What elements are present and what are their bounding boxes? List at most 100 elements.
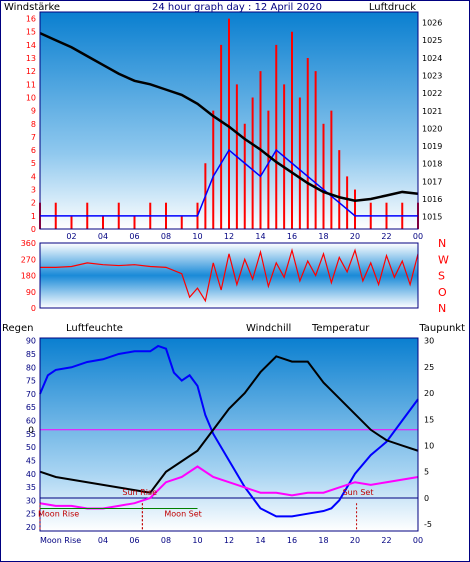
- humidity-tick-label: 60: [26, 417, 36, 426]
- pressure-tick-label: 1021: [422, 107, 442, 116]
- humidity-label: Luftfeuchte: [66, 323, 123, 334]
- pressure-tick-label: 1024: [422, 54, 442, 63]
- time-tick-label: 18: [318, 536, 328, 545]
- humidity-tick-label: 45: [26, 456, 36, 465]
- temperature-tick-label: 20: [424, 389, 434, 398]
- pressure-tick-label: 1019: [422, 142, 442, 151]
- wind-plot-border: [39, 11, 419, 230]
- event-label: Sun Set: [343, 488, 374, 497]
- time-tick-label: 02: [66, 232, 76, 241]
- chart-title: 24 hour graph day : 12 April 2020: [152, 2, 322, 13]
- direction-series-layer: [40, 247, 419, 303]
- direction-tick-label: 90: [26, 288, 36, 297]
- pressure-tick-label: 1020: [422, 124, 442, 133]
- direction-axis-ticks: 0 90 180 270 360: [21, 239, 36, 313]
- pressure-tick-label: 1025: [422, 36, 442, 45]
- wind-tick-label: 1: [31, 212, 36, 221]
- sun-moon-events: Moon Rise Sun Rise Moon Set Sun Set: [38, 488, 373, 531]
- humidity-tick-label: 70: [26, 390, 36, 399]
- humidity-tick-label: 65: [26, 403, 36, 412]
- temperature-tick-label: 10: [424, 442, 434, 451]
- time-tick-label: 10: [192, 536, 202, 545]
- temperature-tick-label: 0: [424, 494, 429, 503]
- moon-rise-axis-label: Moon Rise: [40, 536, 81, 545]
- wind-pressure-chart: Windstärke 24 hour graph day : 12 April …: [4, 2, 442, 241]
- time-tick-label: 16: [287, 536, 297, 545]
- time-tick-label: 04: [98, 232, 108, 241]
- humidity-tick-label: 80: [26, 363, 36, 372]
- temperature-tick-label: 25: [424, 363, 434, 372]
- time-tick-label: 10: [192, 232, 202, 241]
- time-tick-label: 22: [381, 232, 391, 241]
- wind-tick-label: 12: [26, 67, 36, 76]
- wind-series-layer: [39, 18, 419, 229]
- top-time-axis: 02 04 06 08 10 12 14 16 18 20 22 00: [66, 232, 423, 241]
- compass-letter: N: [438, 302, 446, 315]
- pressure-series-line: [39, 32, 419, 203]
- wind-tick-label: 11: [26, 80, 36, 89]
- humidity-series-line: [39, 344, 419, 518]
- time-tick-label: 12: [224, 536, 234, 545]
- temp-series-layer: [39, 344, 419, 518]
- humidity-tick-label: 55: [26, 430, 36, 439]
- time-tick-label: 06: [129, 232, 139, 241]
- bottom-time-axis: Moon Rise 04 06 08 10 12 14 16 18 20 22 00: [40, 536, 423, 545]
- pressure-tick-label: 1015: [422, 213, 442, 222]
- event-label: Moon Rise: [38, 509, 79, 518]
- wind-tick-label: 0: [31, 225, 36, 234]
- time-tick-label: 22: [381, 536, 391, 545]
- temperature-tick-label: 15: [424, 415, 434, 424]
- wind-tick-label: 3: [31, 186, 36, 195]
- humidity-tick-label: 50: [26, 443, 36, 452]
- direction-plot-border: [39, 242, 419, 309]
- rain-zero-label: 0: [28, 426, 34, 436]
- temp-plot-area: [40, 338, 418, 531]
- humidity-tick-label: 90: [26, 337, 36, 346]
- compass-letter: O: [438, 286, 447, 299]
- direction-series-line: [40, 247, 419, 303]
- time-tick-label: 04: [98, 536, 108, 545]
- humidity-tick-label: 40: [26, 470, 36, 479]
- time-tick-label: 08: [161, 232, 171, 241]
- wind-tick-label: 5: [31, 159, 36, 168]
- windchill-label: Windchill: [246, 323, 291, 334]
- rain-label: Regen: [2, 323, 34, 334]
- humidity-tick-label: 30: [26, 496, 36, 505]
- wind-tick-label: 16: [26, 15, 36, 24]
- direction-tick-label: 270: [21, 255, 36, 264]
- humidity-tick-label: 25: [26, 510, 36, 519]
- compass-letter: W: [438, 253, 449, 266]
- pressure-tick-label: 1016: [422, 195, 442, 204]
- time-tick-label: 16: [287, 232, 297, 241]
- wind-tick-label: 15: [26, 28, 36, 37]
- time-tick-label: 00: [413, 232, 423, 241]
- pressure-tick-label: 1023: [422, 72, 442, 81]
- temperature-label: Temperatur: [311, 323, 370, 334]
- direction-tick-label: 0: [31, 304, 36, 313]
- time-tick-label: 06: [129, 536, 139, 545]
- wind-tick-label: 6: [31, 146, 36, 155]
- humidity-tick-label: 20: [26, 523, 36, 532]
- time-tick-label: 00: [413, 536, 423, 545]
- pressure-tick-label: 1017: [422, 177, 442, 186]
- humidity-tick-label: 85: [26, 350, 36, 359]
- temp-plot-border: [39, 337, 419, 532]
- time-tick-label: 20: [350, 536, 360, 545]
- wind-tick-label: 2: [31, 199, 36, 208]
- event-label: Moon Set: [164, 509, 201, 518]
- wind-tick-label: 7: [31, 133, 36, 142]
- pressure-tick-label: 1018: [422, 160, 442, 169]
- pressure-axis-ticks: 1015 1016 1017 1018 1019 1020 1021 1022 1023 1024…: [422, 19, 442, 222]
- time-tick-label: 12: [224, 232, 234, 241]
- time-tick-label: 18: [318, 232, 328, 241]
- temperature-tick-label: 5: [424, 468, 429, 477]
- temperature-axis-ticks: -5 0 5 10 15 20 25 30: [424, 337, 434, 530]
- wind-tick-label: 4: [31, 172, 36, 181]
- time-tick-label: 14: [255, 232, 265, 241]
- dewpoint-label: Taupunkt: [418, 323, 465, 334]
- direction-tick-label: 360: [21, 239, 36, 248]
- direction-tick-label: 180: [21, 272, 36, 281]
